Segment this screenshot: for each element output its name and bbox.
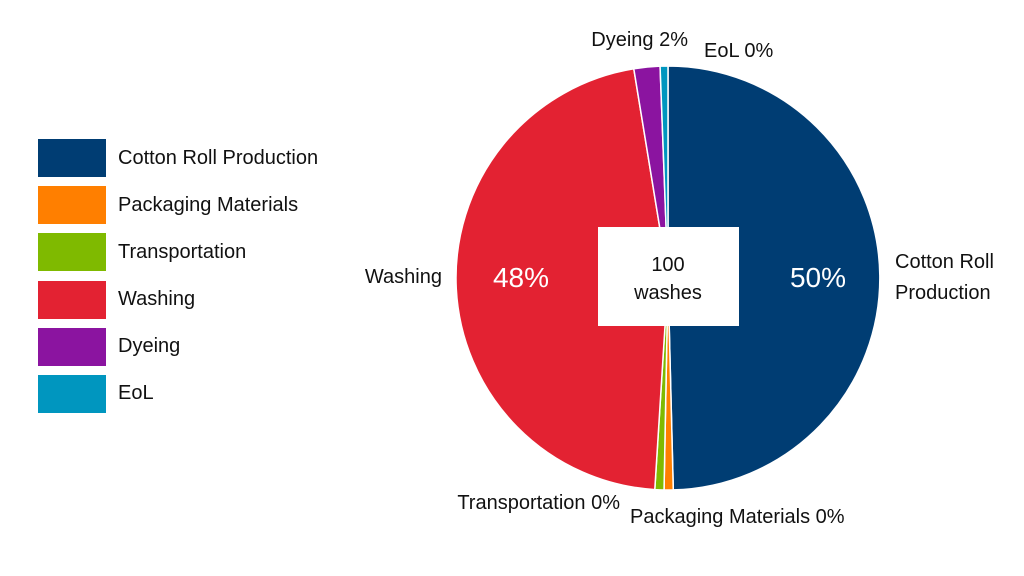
- legend-swatch: [38, 139, 106, 177]
- slice-percent-label: 48%: [493, 262, 549, 293]
- legend-item-dyeing: Dyeing: [38, 327, 368, 366]
- legend-item-cotton-roll-production: Cotton Roll Production: [38, 139, 368, 177]
- legend-swatch: [38, 186, 106, 225]
- center-label-line: 100: [651, 254, 684, 276]
- legend-item-transportation: Transportation: [38, 233, 368, 272]
- legend: Cotton Roll Production Packaging Materia…: [38, 139, 368, 422]
- legend-label: Cotton Roll Production: [118, 146, 319, 169]
- slice-outer-label: Transportation 0%: [457, 492, 620, 514]
- legend-label: Dyeing: [118, 335, 181, 358]
- legend-item-packaging-materials: Packaging Materials: [38, 186, 368, 225]
- legend-swatch: [38, 233, 106, 272]
- legend-label: Transportation: [118, 240, 247, 263]
- legend-swatch: [38, 374, 106, 413]
- slice-outer-label: Washing: [365, 266, 442, 288]
- center-label-box: [598, 227, 739, 326]
- slice-percent-label: 50%: [790, 262, 846, 293]
- pie-slice-cotton-roll-production: [667, 65, 881, 491]
- slice-outer-label: Dyeing 2%: [591, 29, 688, 51]
- legend-item-washing: Washing: [38, 280, 368, 319]
- legend-swatch: [38, 327, 106, 366]
- center-label-line: washes: [633, 282, 702, 304]
- slice-outer-label: EoL 0%: [704, 40, 774, 62]
- legend-label: Packaging Materials: [118, 193, 299, 216]
- legend-swatch: [38, 280, 106, 319]
- legend-label: Washing: [118, 288, 196, 311]
- slice-outer-label: Cotton Roll Production: [895, 251, 994, 304]
- slice-outer-label: Packaging Materials 0%: [630, 506, 845, 528]
- legend-label: EoL: [118, 382, 154, 405]
- pie-slice-eol: [659, 65, 669, 279]
- legend-item-eol: EoL: [38, 374, 368, 413]
- pie-slice-washing: [455, 67, 669, 491]
